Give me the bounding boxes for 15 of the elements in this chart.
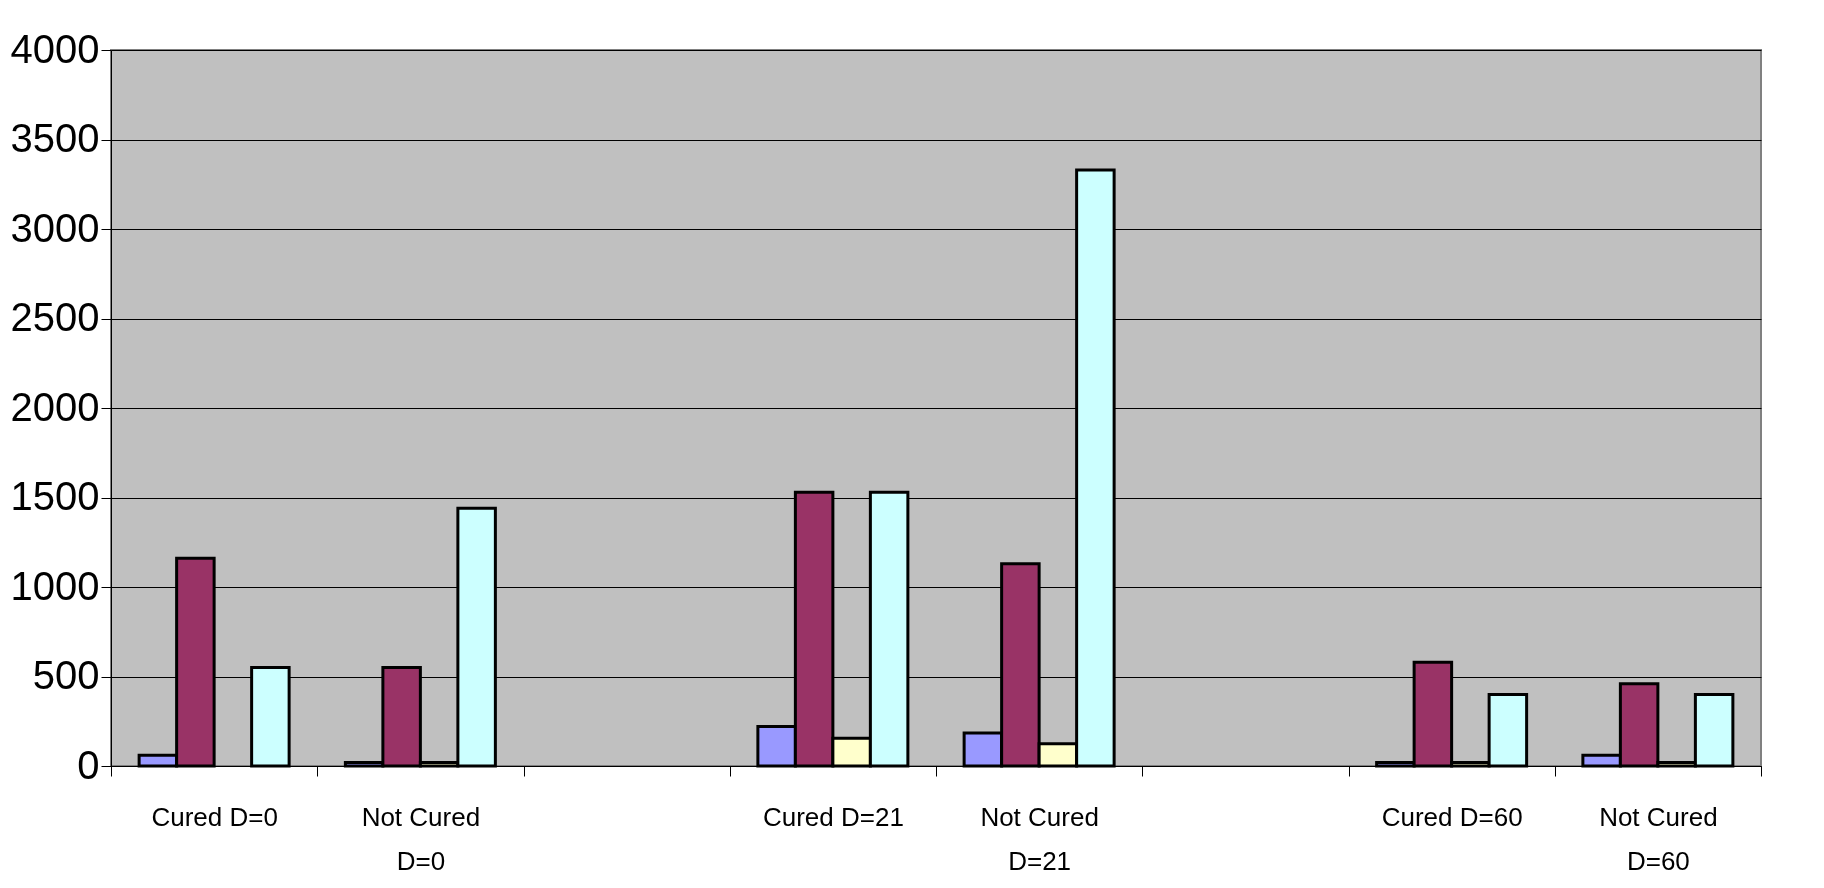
- x-tick-label: Not Cured D=21: [980, 801, 1099, 876]
- x-tick-label: Not Cured D=0: [361, 801, 481, 876]
- y-tick-label: 500: [32, 653, 100, 697]
- y-tick-label: 3000: [10, 205, 100, 250]
- y-tick-label: 3500: [10, 116, 100, 160]
- y-tick-label: 2000: [10, 384, 100, 429]
- x-tick-label: Not Cured D=60: [1599, 801, 1718, 876]
- x-tick-label: Cured D=60: [1381, 801, 1523, 832]
- y-tick-label: 4000: [10, 26, 100, 71]
- y-tick-label: 1000: [10, 563, 100, 608]
- y-tick-label: 0: [77, 742, 100, 787]
- x-tick-label: Cured D=0: [151, 801, 278, 832]
- y-tick-label: 1500: [10, 474, 100, 518]
- y-tick-label: 2500: [10, 295, 100, 339]
- x-tick-label: Cured D=21: [762, 801, 904, 832]
